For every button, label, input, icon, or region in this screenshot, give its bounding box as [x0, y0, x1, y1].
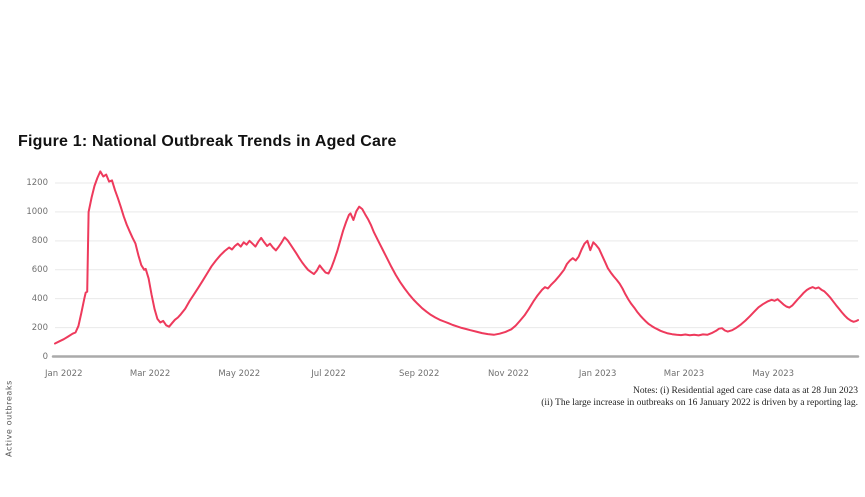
x-tick-label: May 2022 [218, 369, 261, 379]
figure-title: Figure 1: National Outbreak Trends in Ag… [18, 133, 397, 150]
x-tick-label: Jul 2022 [311, 369, 346, 379]
y-tick-label: 200 [31, 322, 48, 333]
x-tick-label: May 2023 [752, 369, 795, 379]
x-tick-label: Nov 2022 [487, 369, 529, 379]
y-tick-label: 1200 [26, 178, 48, 188]
x-tick-label: Jan 2023 [578, 369, 617, 379]
y-tick-label: 0 [42, 351, 48, 362]
y-tick-label: 1000 [26, 206, 48, 217]
note-line-2: (ii) The large increase in outbreaks on … [541, 398, 858, 408]
x-tick-label: Mar 2023 [663, 369, 705, 379]
y-tick-label: 600 [31, 264, 48, 275]
outbreak-trends-chart: Active outbreaks 0 200 400 600 800 1000 1200 J… [0, 160, 865, 457]
y-tick-label: 400 [31, 293, 48, 304]
active-outbreaks-line [54, 170, 859, 345]
x-tick-label: Sep 2022 [399, 369, 440, 379]
note-line-1: Notes: (i) Residential aged care case da… [632, 386, 858, 396]
x-tick-label: Mar 2022 [129, 369, 171, 379]
y-tick-label: 800 [31, 235, 48, 246]
line-plot-canvas [51, 170, 860, 358]
figure-notes: Notes: (i) Residential aged care case da… [541, 385, 858, 409]
x-tick-label: Jan 2022 [45, 369, 83, 379]
